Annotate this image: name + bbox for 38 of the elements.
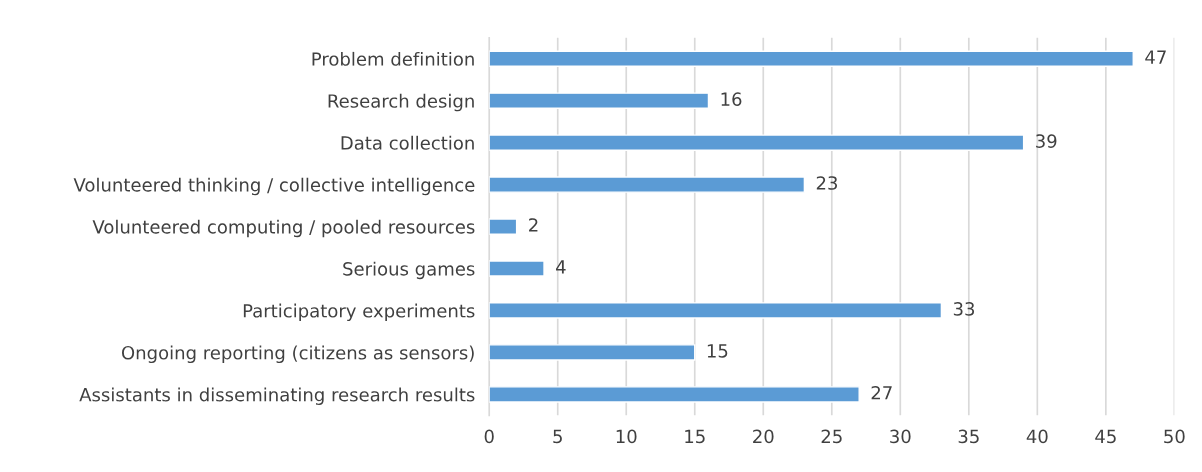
x-tick-label: 40: [1026, 429, 1048, 444]
bar: [489, 176, 806, 193]
x-tick-label: 10: [616, 429, 637, 444]
data-label: 27: [871, 385, 892, 400]
bar: [489, 218, 518, 235]
x-tick-label: 20: [753, 429, 774, 444]
y-tick-label: Assistants in disseminating research results: [79, 387, 475, 405]
x-tick-label: 25: [821, 429, 842, 444]
bar: [489, 386, 860, 403]
y-tick-label: Ongoing reporting (citizens as sensors): [121, 345, 474, 364]
y-tick-label: Serious games: [343, 261, 475, 280]
data-label: 23: [816, 176, 838, 190]
x-tick-label: 0: [484, 429, 494, 444]
bar: [489, 302, 943, 319]
y-tick-label: Volunteered thinking / collective intelligence: [73, 177, 475, 196]
bar: [489, 92, 710, 109]
bar: [489, 344, 696, 361]
x-tick-label: 15: [685, 429, 705, 444]
data-label: 47: [1145, 50, 1166, 64]
y-tick-label: Problem definition: [312, 51, 474, 66]
x-tick-label: 50: [1164, 429, 1185, 444]
x-tick-label: 35: [958, 429, 979, 444]
x-tick-label: 45: [1095, 429, 1116, 444]
data-label: 15: [707, 344, 728, 358]
x-tick-label: 5: [553, 429, 562, 444]
bar: [489, 260, 545, 277]
y-tick-label: Data collection: [341, 135, 474, 150]
data-label: 39: [1036, 134, 1057, 148]
bar: [489, 134, 1025, 151]
y-tick-label: Participatory experiments: [243, 303, 475, 322]
y-tick-label: Research design: [328, 93, 474, 112]
bar: [489, 50, 1134, 67]
data-label: 16: [721, 92, 742, 106]
data-label: 4: [556, 260, 566, 274]
data-label: 2: [529, 218, 538, 232]
data-label: 33: [953, 302, 975, 316]
x-tick-label: 30: [890, 429, 911, 444]
y-tick-label: Volunteered computing / pooled resources: [92, 219, 475, 238]
